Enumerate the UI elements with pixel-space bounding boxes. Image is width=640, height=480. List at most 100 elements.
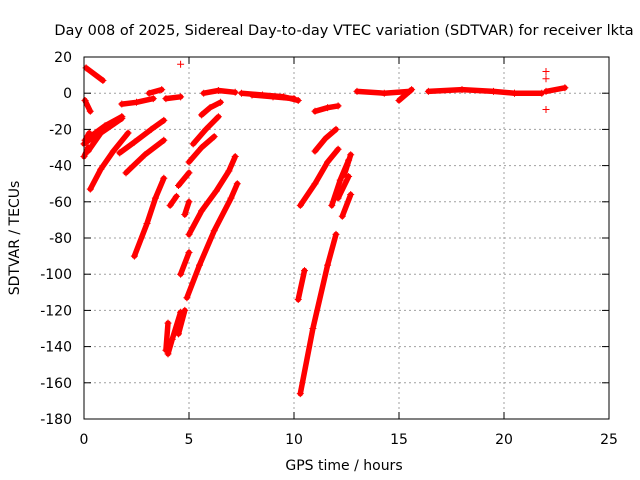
data-point — [458, 86, 466, 94]
y-tick-label: -40 — [49, 159, 72, 175]
x-tick-label: 25 — [600, 432, 618, 448]
data-point — [347, 151, 355, 159]
series-arc — [166, 192, 180, 209]
data-point — [162, 95, 170, 103]
series-arc-line — [177, 249, 192, 277]
y-tick-label: -60 — [49, 195, 72, 211]
series-arc — [294, 267, 308, 304]
data-point — [225, 167, 233, 175]
data-point — [151, 194, 159, 202]
data-point — [338, 212, 346, 220]
data-point — [160, 116, 168, 124]
data-series — [80, 60, 569, 398]
y-tick-label: -180 — [40, 412, 72, 428]
data-point — [198, 144, 206, 151]
y-tick-label: -160 — [40, 376, 72, 392]
data-point — [160, 136, 168, 144]
series-arc — [542, 84, 569, 95]
y-tick-label: -120 — [40, 303, 72, 319]
data-point — [97, 165, 105, 173]
data-point — [141, 151, 149, 159]
data-point — [164, 350, 172, 358]
x-tick-label: 20 — [495, 432, 513, 448]
series-arc — [181, 198, 193, 218]
data-point — [311, 147, 319, 155]
data-point — [86, 185, 94, 193]
data-point — [200, 89, 208, 97]
series-arc — [118, 95, 157, 108]
series-arc-line — [146, 86, 165, 96]
data-point — [84, 147, 92, 155]
series-arc — [395, 86, 416, 104]
series-arc-line — [87, 130, 131, 192]
data-point — [301, 267, 308, 275]
series-arc — [116, 116, 168, 157]
data-point — [290, 95, 298, 103]
series-arc-line — [543, 85, 568, 95]
data-point — [202, 125, 210, 133]
data-point — [118, 115, 126, 123]
data-point — [185, 169, 193, 177]
data-point — [231, 153, 239, 161]
series-arc — [130, 174, 168, 260]
series-arc — [145, 86, 166, 97]
data-point — [214, 86, 222, 94]
data-point — [324, 261, 332, 269]
data-point — [118, 100, 126, 108]
data-point — [166, 201, 174, 209]
y-tick-label: -100 — [40, 267, 72, 283]
data-point — [116, 149, 124, 157]
data-point — [130, 252, 138, 260]
series-arc — [81, 96, 94, 115]
data-point — [109, 147, 117, 155]
y-tick-label: -20 — [49, 122, 72, 138]
data-point — [336, 176, 344, 184]
data-point — [217, 98, 224, 106]
outlier-point — [542, 105, 550, 113]
series-arc — [189, 113, 222, 148]
series-arc — [86, 129, 132, 193]
data-point — [158, 86, 166, 94]
series-arc — [82, 64, 107, 85]
data-point — [181, 210, 189, 218]
data-point — [160, 174, 168, 182]
data-point — [395, 96, 403, 104]
data-point — [309, 325, 317, 332]
data-point — [340, 171, 348, 179]
series-arc — [296, 230, 340, 398]
data-point — [130, 138, 138, 146]
data-point — [149, 95, 157, 103]
data-point — [328, 201, 336, 209]
series-arc-line — [186, 153, 238, 238]
data-point — [334, 145, 342, 153]
tick-labels: 0 5 10 15 20 25 20 0 -20 -40 -60 -80 -100 -120 -140 -16… — [40, 50, 618, 448]
data-point — [172, 192, 180, 200]
data-point — [231, 88, 239, 96]
data-point — [185, 158, 193, 166]
data-point — [311, 180, 319, 188]
series-arc — [162, 93, 185, 103]
series-arc — [311, 102, 342, 115]
axis-ticks — [83, 56, 610, 420]
data-point — [424, 87, 432, 95]
series-arc — [185, 133, 218, 166]
series-arc-line — [297, 146, 341, 209]
series-arc-line — [83, 65, 106, 84]
data-point — [324, 104, 332, 112]
series-arc — [185, 153, 239, 238]
series-arc — [177, 248, 193, 278]
data-point — [294, 296, 302, 304]
series-arc-line — [339, 191, 354, 220]
series-arc-line — [182, 199, 192, 218]
data-point — [181, 306, 189, 314]
series-arc — [311, 125, 340, 155]
data-point — [490, 87, 497, 95]
data-point — [147, 125, 155, 133]
outlier-point — [177, 60, 185, 68]
y-tick-label: 0 — [63, 86, 72, 102]
series-arc-line — [82, 97, 94, 115]
grid — [84, 57, 609, 419]
data-point — [542, 87, 550, 95]
series-arc — [175, 306, 189, 338]
data-point — [185, 230, 193, 238]
